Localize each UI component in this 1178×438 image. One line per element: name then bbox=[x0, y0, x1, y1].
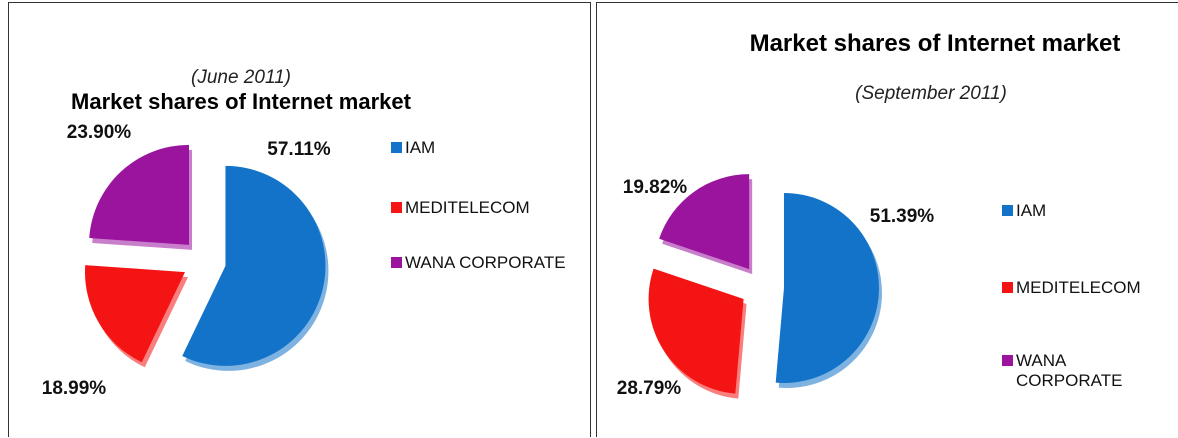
slice bbox=[89, 144, 189, 245]
pie-chart: Market shares of Internet market(June 20… bbox=[42, 67, 412, 399]
chart-panel: Market shares of Internet market (June 20… bbox=[8, 2, 591, 437]
legend-entry: WANA CORPORATE bbox=[1002, 351, 1152, 391]
legend-label: IAM bbox=[1016, 201, 1047, 220]
legend-swatch bbox=[391, 142, 402, 153]
chart-title: Market shares of Internet market bbox=[750, 30, 1121, 57]
chart-subtitle: (September 2011) bbox=[855, 83, 1007, 104]
data-label: 23.90% bbox=[67, 122, 132, 143]
data-label: 51.39% bbox=[870, 206, 935, 227]
legend-label: IAM bbox=[405, 138, 436, 157]
legend-entry: WANA CORPORATE bbox=[391, 253, 591, 273]
pie-chart: Market shares of Internet market (Septemb… bbox=[617, 30, 1121, 399]
legend-label: WANA CORPORATE bbox=[1016, 351, 1123, 390]
legend-swatch bbox=[391, 202, 402, 213]
chart-subtitle: (June 2011) bbox=[191, 67, 291, 88]
data-label: 57.11% bbox=[267, 139, 330, 160]
chart-panel: Market shares of Internet market (Septemb… bbox=[596, 2, 1178, 437]
legend-entry: MEDITELECOM bbox=[391, 198, 591, 218]
legend-entry: MEDITELECOM bbox=[1002, 278, 1152, 298]
legend-label: MEDITELECOM bbox=[405, 198, 530, 217]
legend-label: WANA CORPORATE bbox=[405, 253, 566, 272]
slice bbox=[182, 165, 326, 366]
legend-swatch bbox=[391, 257, 402, 268]
slice bbox=[84, 265, 185, 363]
data-label: 18.99% bbox=[42, 378, 107, 399]
legend-swatch bbox=[1002, 355, 1013, 366]
legend-entry: IAM bbox=[1002, 201, 1152, 221]
chart-title: Market shares of Internet market bbox=[71, 89, 412, 114]
slice bbox=[659, 174, 750, 270]
slice bbox=[775, 192, 879, 383]
legend-entry: IAM bbox=[391, 138, 591, 158]
data-label: 28.79% bbox=[617, 378, 682, 399]
slice bbox=[648, 268, 744, 394]
legend-swatch bbox=[1002, 282, 1013, 293]
legend-swatch bbox=[1002, 205, 1013, 216]
legend-label: MEDITELECOM bbox=[1016, 278, 1141, 297]
data-label: 19.82% bbox=[623, 177, 688, 198]
